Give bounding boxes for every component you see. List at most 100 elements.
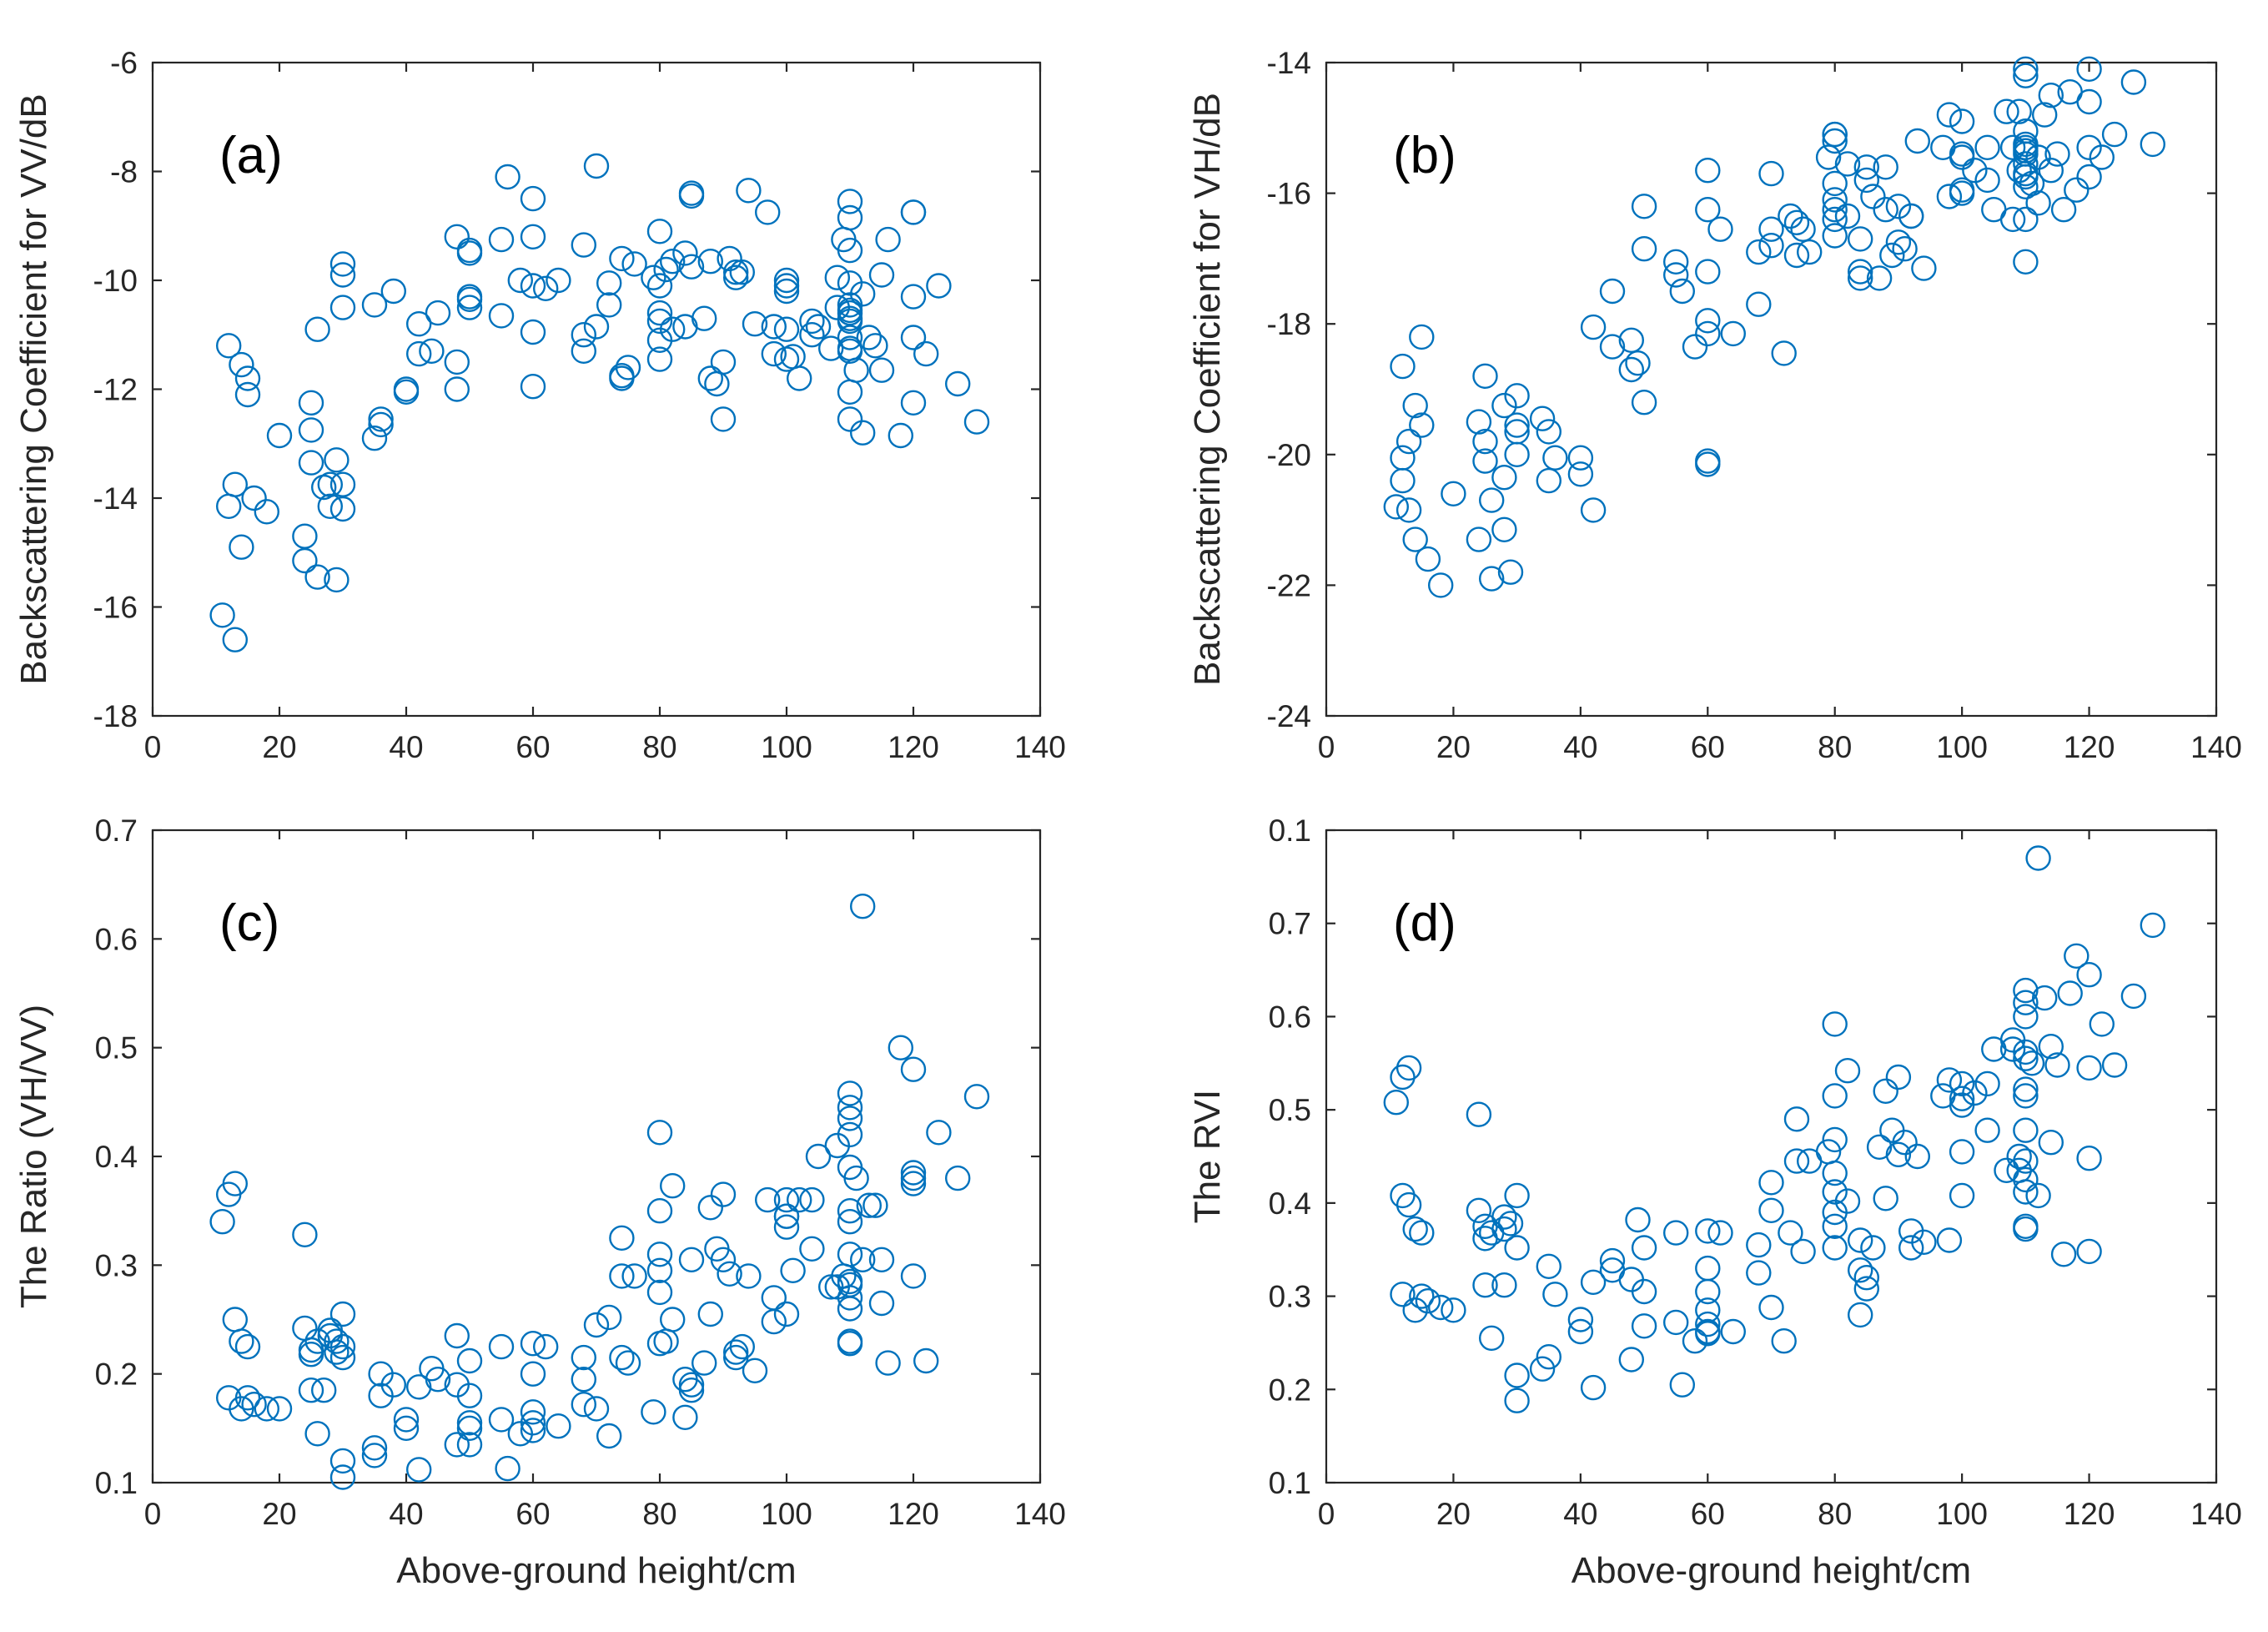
data-point [1949, 1070, 1975, 1097]
data-point [533, 275, 559, 301]
data-point [837, 1121, 863, 1148]
data-point [1847, 1227, 1873, 1253]
data-point [1618, 327, 1645, 353]
data-point [596, 1304, 622, 1331]
data-point [660, 1307, 686, 1332]
x-axis-label: Above-ground height/cm [396, 1550, 796, 1591]
data-point [717, 1261, 742, 1287]
data-point [520, 273, 546, 299]
data-point [2013, 56, 2039, 83]
data-point [837, 1197, 863, 1224]
data-point [900, 199, 927, 225]
data-point [1695, 451, 1721, 477]
x-tick-label: 140 [1014, 730, 1066, 764]
data-point [837, 189, 863, 214]
panel-label: (d) [1393, 894, 1456, 952]
data-point [1695, 1278, 1721, 1305]
data-point [393, 376, 420, 402]
data-point [406, 311, 432, 337]
data-point [1783, 209, 1810, 235]
data-point [1599, 1247, 1626, 1274]
x-tick-label: 20 [1436, 1497, 1471, 1531]
data-point [742, 311, 768, 337]
data-point [456, 1432, 483, 1458]
data-point [329, 1344, 356, 1371]
data-point [646, 308, 673, 335]
data-point [1504, 412, 1530, 438]
y-tick-label: 0.3 [1269, 1280, 1311, 1314]
data-point [1853, 167, 1880, 194]
data-point [1879, 1117, 1905, 1143]
data-point [456, 295, 483, 320]
data-point [254, 499, 279, 525]
data-point [444, 1322, 470, 1349]
data-point [2038, 1033, 2064, 1060]
data-point [1758, 1294, 1784, 1321]
data-point [546, 267, 571, 294]
scatter-series [1383, 56, 2166, 598]
data-point [520, 374, 546, 400]
y-tick-label: 0.7 [95, 813, 138, 848]
data-point [1892, 1129, 1918, 1156]
data-point [298, 1341, 324, 1368]
data-point [1873, 1186, 1898, 1211]
data-point [298, 390, 324, 416]
data-point [1853, 154, 1880, 180]
chart-panel-0: 0 20 40 60 80 100 120 140 -18 -16 -14 -12 -10 -8 -6 Bac… [13, 46, 1066, 764]
data-point [755, 1186, 781, 1213]
data-point [1695, 308, 1721, 334]
data-point [234, 381, 261, 408]
scatter-series [209, 893, 990, 1490]
data-point [304, 564, 330, 590]
data-point [710, 1181, 737, 1207]
data-point [1395, 428, 1422, 455]
x-axis-label: Above-ground height/cm [1572, 1550, 1971, 1591]
data-point [1936, 102, 1963, 128]
data-point [1478, 1325, 1505, 1352]
x-tick-label: 100 [1936, 730, 1988, 764]
data-point [1834, 1188, 1861, 1214]
data-point [2140, 912, 2166, 939]
data-point [2025, 845, 2051, 871]
data-point [1504, 383, 1530, 409]
data-point [843, 357, 869, 383]
data-point [1771, 340, 1797, 366]
data-point [1758, 160, 1784, 187]
data-point [900, 390, 927, 416]
data-point [1999, 134, 2026, 161]
data-point [2031, 102, 2058, 128]
data-point [888, 1035, 914, 1060]
data-point [646, 219, 673, 244]
data-point [488, 303, 515, 329]
data-point [393, 1415, 420, 1442]
data-point [1847, 1302, 1873, 1328]
x-tick-label: 80 [642, 730, 676, 764]
x-tick-label: 100 [761, 730, 812, 764]
data-point [329, 262, 356, 288]
data-point [1466, 409, 1492, 435]
x-tick-label: 40 [1563, 730, 1597, 764]
data-point [324, 1339, 350, 1365]
data-point [805, 1143, 832, 1170]
data-point [1822, 223, 1848, 249]
data-point [710, 406, 737, 432]
data-point [900, 1263, 927, 1289]
data-point [1409, 324, 1435, 350]
data-point [1822, 170, 1848, 197]
y-axis-label: Backscattering Coefficient for VV/dB [13, 93, 54, 684]
data-point [773, 1186, 800, 1213]
data-point [799, 1236, 825, 1262]
data-point [324, 567, 350, 593]
data-point [1822, 1213, 1848, 1240]
data-point [1491, 1272, 1517, 1298]
data-point [292, 1315, 318, 1342]
data-point [329, 496, 356, 522]
data-point [1441, 1297, 1466, 1323]
data-point [837, 379, 863, 405]
data-point [1580, 1269, 1607, 1296]
data-point [571, 1366, 596, 1393]
y-tick-label: 0.3 [95, 1248, 138, 1282]
data-point [2076, 1238, 2102, 1265]
data-point [875, 226, 901, 253]
data-point [697, 365, 723, 391]
